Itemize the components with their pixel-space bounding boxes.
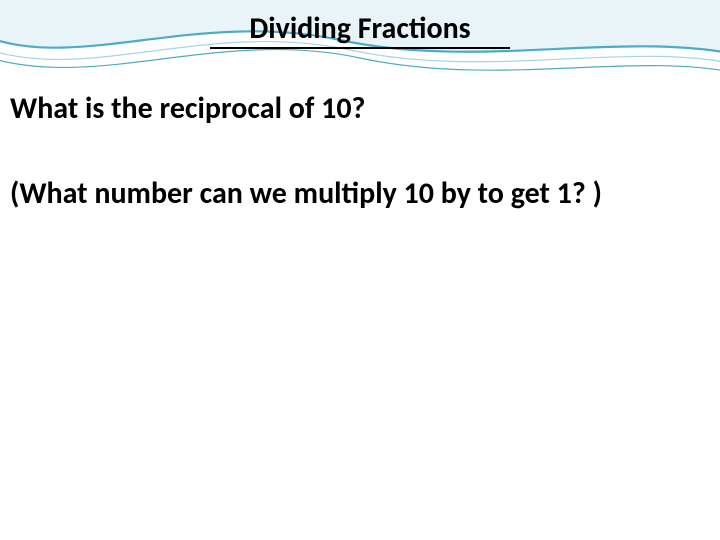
question-line-2: (What number can we multiply 10 by to ge… bbox=[10, 175, 602, 212]
question-line-1: What is the reciprocal of 10? bbox=[10, 90, 365, 127]
slide-title: Dividing Fractions bbox=[0, 10, 720, 47]
title-underline bbox=[210, 47, 510, 49]
wave-line-3 bbox=[0, 50, 720, 74]
